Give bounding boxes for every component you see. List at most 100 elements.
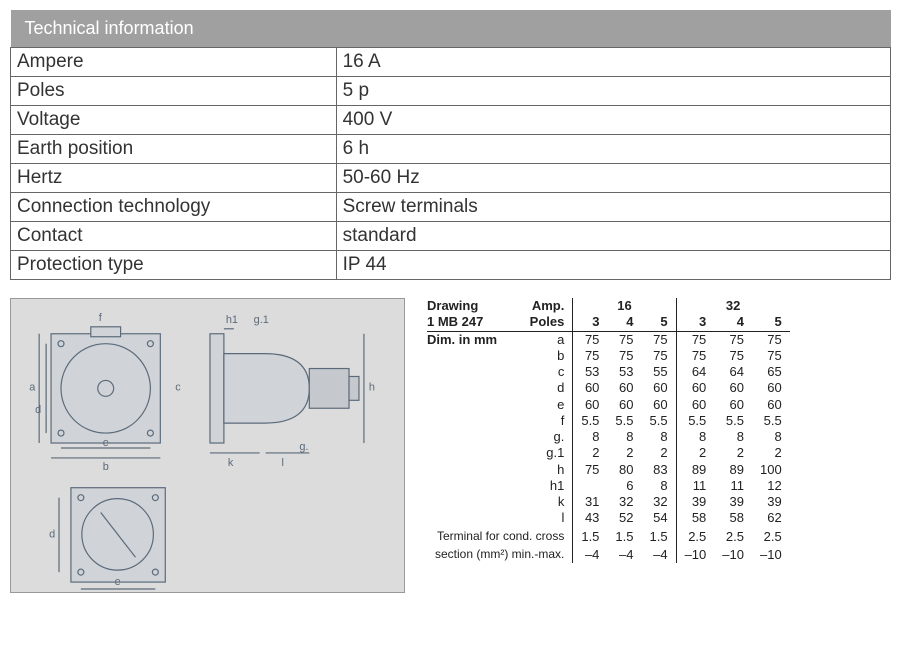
pole-col: 4: [607, 314, 641, 331]
dim-value: 60: [642, 397, 677, 413]
tech-value: 6 h: [336, 135, 890, 164]
amp-group-16: 16: [573, 298, 676, 314]
dim-value: 75: [752, 331, 790, 348]
dim-value: 12: [752, 478, 790, 494]
dim-value: 60: [676, 397, 714, 413]
dim-value: 11: [714, 478, 752, 494]
dim-key: a: [521, 331, 573, 348]
dim-value: 64: [676, 364, 714, 380]
dim-key: h1: [521, 478, 573, 494]
drawing-svg: b e a d f h1 g.1 h k l g. c: [11, 299, 404, 592]
dim-in-mm-label: [427, 348, 521, 364]
dim-value: 55: [642, 364, 677, 380]
dim-row: h168111112: [427, 478, 790, 494]
dim-value: 75: [573, 348, 608, 364]
dim-row: d606060606060: [427, 380, 790, 396]
terminal-value: –10: [752, 545, 790, 563]
svg-text:b: b: [103, 461, 109, 473]
dim-value: 65: [752, 364, 790, 380]
tech-label: Ampere: [11, 48, 337, 77]
dim-value: 32: [642, 494, 677, 510]
dim-value: 60: [607, 380, 641, 396]
dim-in-mm-label: [427, 364, 521, 380]
dim-value: 8: [714, 429, 752, 445]
pole-col: 3: [573, 314, 608, 331]
svg-text:g.1: g.1: [254, 314, 269, 326]
dim-in-mm-label: [427, 445, 521, 461]
dim-in-mm-label: [427, 380, 521, 396]
svg-text:f: f: [99, 312, 103, 324]
dim-value: 60: [642, 380, 677, 396]
dim-value: 52: [607, 510, 641, 526]
tech-value: 400 V: [336, 106, 890, 135]
tech-label: Earth position: [11, 135, 337, 164]
dim-value: 75: [573, 462, 608, 478]
tech-row: Ampere16 A: [11, 48, 891, 77]
dim-row: c535355646465: [427, 364, 790, 380]
dim-value: 2: [676, 445, 714, 461]
dim-in-mm-label: [427, 478, 521, 494]
dim-value: 5.5: [642, 413, 677, 429]
terminal-value: 1.5: [642, 527, 677, 545]
terminal-label: Terminal for cond. cross: [427, 527, 573, 545]
tech-value: Screw terminals: [336, 193, 890, 222]
dim-value: 80: [607, 462, 641, 478]
dim-value: 2: [714, 445, 752, 461]
dim-value: 75: [676, 331, 714, 348]
dim-row: f5.55.55.55.55.55.5: [427, 413, 790, 429]
terminal-value: –4: [642, 545, 677, 563]
dim-value: 5.5: [714, 413, 752, 429]
pole-col: 4: [714, 314, 752, 331]
amp-label: Amp.: [521, 298, 573, 314]
tech-value: 50-60 Hz: [336, 164, 890, 193]
dim-value: 53: [607, 364, 641, 380]
dim-value: 58: [714, 510, 752, 526]
poles-label: Poles: [521, 314, 573, 331]
dim-value: 39: [752, 494, 790, 510]
tech-row: Hertz50-60 Hz: [11, 164, 891, 193]
terminal-row: section (mm²) min.-max.–4–4–4–10–10–10: [427, 545, 790, 563]
pole-col: 3: [676, 314, 714, 331]
dim-value: 60: [676, 380, 714, 396]
dim-value: 75: [714, 348, 752, 364]
dim-in-mm-label: [427, 413, 521, 429]
dim-value: 6: [607, 478, 641, 494]
dim-key: e: [521, 397, 573, 413]
dim-value: 11: [676, 478, 714, 494]
terminal-row: Terminal for cond. cross1.51.51.52.52.52…: [427, 527, 790, 545]
dim-row: g.888888: [427, 429, 790, 445]
technical-information-table: Technical information Ampere16 APoles5 p…: [10, 10, 891, 280]
dim-value: 32: [607, 494, 641, 510]
dim-value: 75: [607, 331, 641, 348]
terminal-value: –10: [676, 545, 714, 563]
drawing-figure: b e a d f h1 g.1 h k l g. c: [10, 298, 405, 593]
dim-key: b: [521, 348, 573, 364]
drawing-title: Drawing: [427, 298, 521, 314]
svg-text:d: d: [35, 404, 41, 416]
terminal-value: 1.5: [607, 527, 641, 545]
dim-value: 60: [714, 397, 752, 413]
dim-value: 54: [642, 510, 677, 526]
tech-row: Connection technologyScrew terminals: [11, 193, 891, 222]
svg-text:e: e: [115, 576, 121, 588]
dim-value: 60: [752, 397, 790, 413]
dim-value: 8: [607, 429, 641, 445]
dim-key: l: [521, 510, 573, 526]
svg-text:l: l: [281, 457, 283, 469]
dim-value: 89: [714, 462, 752, 478]
dim-value: 43: [573, 510, 608, 526]
tech-label: Protection type: [11, 251, 337, 280]
dim-key: c: [521, 364, 573, 380]
terminal-value: –4: [607, 545, 641, 563]
lower-section: b e a d f h1 g.1 h k l g. c: [10, 298, 891, 593]
dim-in-mm-label: [427, 462, 521, 478]
dim-in-mm-label: [427, 494, 521, 510]
dim-row: e606060606060: [427, 397, 790, 413]
dimensions-table: Drawing Amp. 16 32 1 MB 247 Poles 3 4 5 …: [427, 298, 790, 563]
dim-value: 60: [752, 380, 790, 396]
pole-col: 5: [642, 314, 677, 331]
dim-value: 2: [752, 445, 790, 461]
terminal-value: –4: [573, 545, 608, 563]
amp-group-32: 32: [676, 298, 790, 314]
dim-value: 75: [714, 331, 752, 348]
